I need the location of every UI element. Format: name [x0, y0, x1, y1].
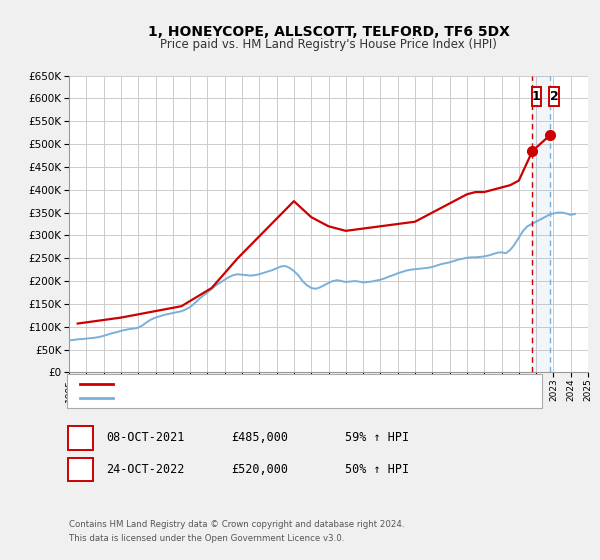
Text: 1: 1: [532, 90, 541, 103]
Text: 1, HONEYCOPE, ALLSCOTT, TELFORD, TF6 5DX (detached house): 1, HONEYCOPE, ALLSCOTT, TELFORD, TF6 5DX…: [120, 379, 474, 389]
Text: 08-OCT-2021: 08-OCT-2021: [106, 431, 185, 445]
Text: £485,000: £485,000: [231, 431, 288, 445]
Text: HPI: Average price, detached house, Telford and Wrekin: HPI: Average price, detached house, Telf…: [120, 393, 424, 403]
Bar: [550, 87, 559, 106]
Text: 24-OCT-2022: 24-OCT-2022: [106, 463, 185, 476]
Text: Contains HM Land Registry data © Crown copyright and database right 2024.: Contains HM Land Registry data © Crown c…: [69, 520, 404, 529]
Text: £520,000: £520,000: [231, 463, 288, 476]
Text: This data is licensed under the Open Government Licence v3.0.: This data is licensed under the Open Gov…: [69, 534, 344, 543]
Text: 2: 2: [550, 90, 559, 103]
Text: 1: 1: [76, 431, 85, 445]
Text: 59% ↑ HPI: 59% ↑ HPI: [345, 431, 409, 445]
Bar: [532, 76, 550, 372]
Text: Price paid vs. HM Land Registry's House Price Index (HPI): Price paid vs. HM Land Registry's House …: [160, 38, 497, 51]
Text: 50% ↑ HPI: 50% ↑ HPI: [345, 463, 409, 476]
Text: 2: 2: [76, 463, 85, 476]
Text: 1, HONEYCOPE, ALLSCOTT, TELFORD, TF6 5DX: 1, HONEYCOPE, ALLSCOTT, TELFORD, TF6 5DX: [148, 25, 510, 39]
Bar: [532, 87, 541, 106]
